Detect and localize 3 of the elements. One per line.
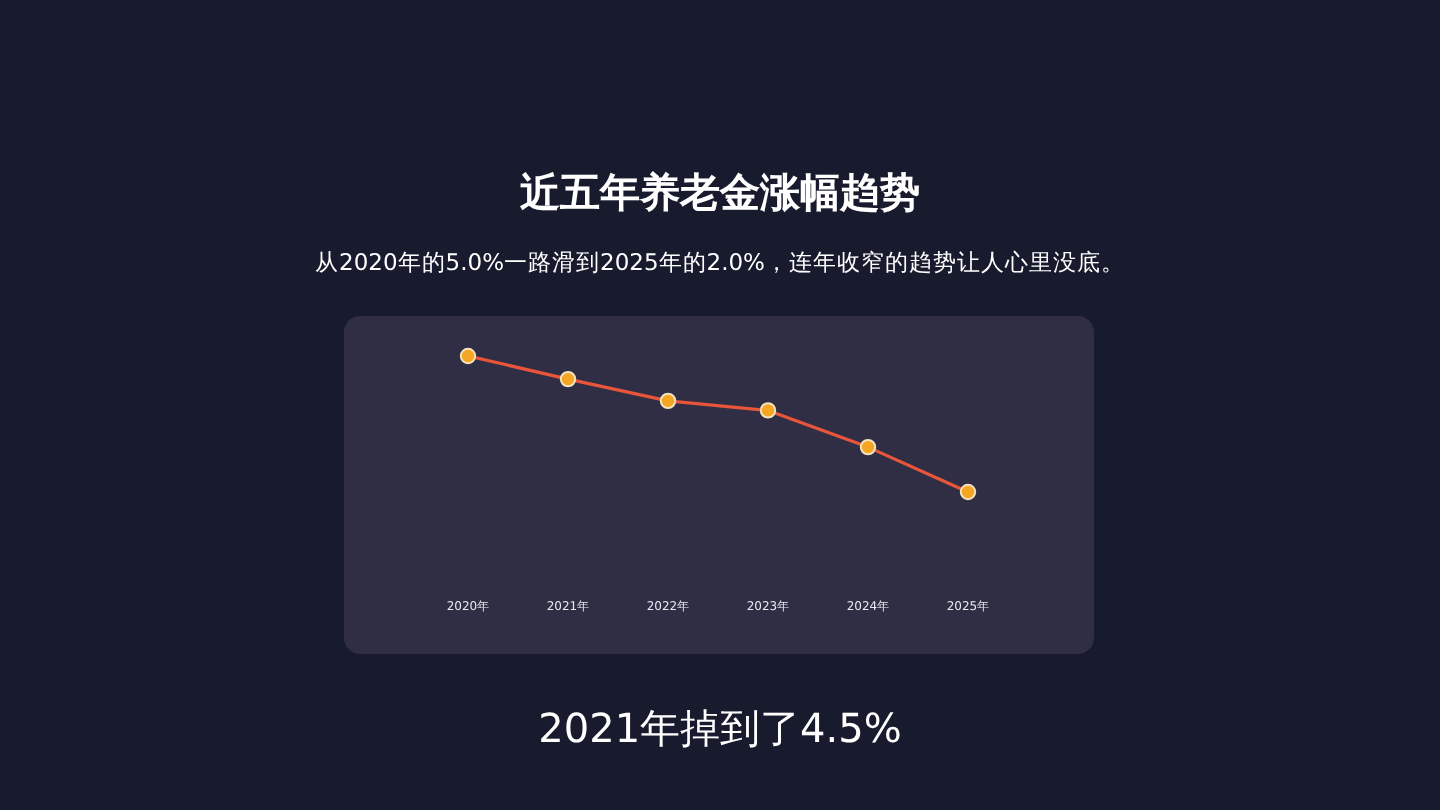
subtitle: 从2020年的5.0%一路滑到2025年的2.0%，连年收窄的趋势让人心里没底。 <box>315 248 1125 276</box>
title: 近五年养老金涨幅趋势 <box>520 168 920 216</box>
annotation: 2021年掉到了4.5% <box>538 704 902 752</box>
